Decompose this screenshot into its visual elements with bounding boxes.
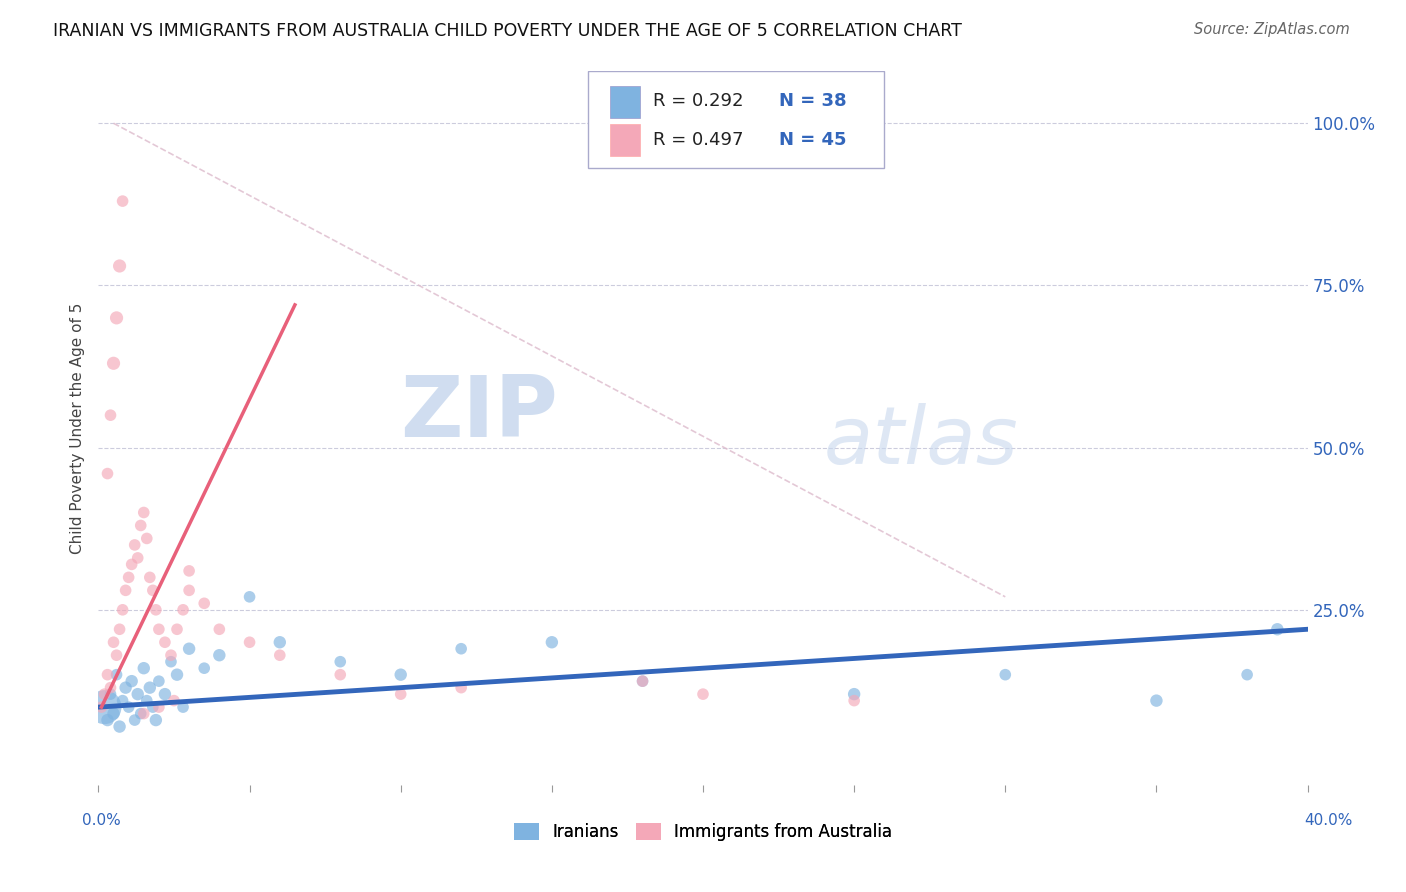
Text: 0.0%: 0.0% — [82, 814, 121, 828]
Point — [163, 693, 186, 707]
Point — [389, 687, 412, 701]
Point — [129, 518, 152, 533]
Point — [108, 259, 131, 273]
Point — [1236, 667, 1258, 681]
Point — [692, 687, 714, 701]
Point — [114, 583, 136, 598]
Point — [90, 700, 112, 714]
Point — [193, 596, 215, 610]
Point — [103, 635, 125, 649]
Point — [96, 467, 118, 481]
Point — [108, 720, 131, 734]
Point — [153, 687, 176, 701]
Point — [844, 687, 866, 701]
Point — [160, 655, 183, 669]
Point — [96, 713, 118, 727]
Point — [127, 550, 149, 565]
Point — [148, 674, 170, 689]
Point — [172, 603, 194, 617]
Text: 40.0%: 40.0% — [1305, 814, 1353, 828]
Point — [135, 532, 157, 546]
Point — [93, 700, 115, 714]
Point — [100, 681, 122, 695]
Point — [1144, 693, 1167, 707]
Point — [179, 583, 201, 598]
Point — [142, 700, 165, 714]
Point — [100, 687, 122, 701]
Point — [121, 674, 143, 689]
Point — [114, 681, 136, 695]
Point — [844, 693, 866, 707]
Point — [145, 603, 167, 617]
Point — [329, 655, 352, 669]
Point — [105, 667, 128, 681]
Point — [145, 713, 167, 727]
Point — [132, 506, 155, 520]
Point — [111, 194, 134, 208]
Point — [166, 622, 188, 636]
Point — [121, 558, 143, 572]
Point — [118, 570, 141, 584]
Legend: Iranians, Immigrants from Australia: Iranians, Immigrants from Australia — [508, 816, 898, 848]
Point — [269, 635, 291, 649]
Text: N = 38: N = 38 — [779, 93, 846, 111]
FancyBboxPatch shape — [610, 123, 640, 155]
Point — [148, 622, 170, 636]
Text: IRANIAN VS IMMIGRANTS FROM AUSTRALIA CHILD POVERTY UNDER THE AGE OF 5 CORRELATIO: IRANIAN VS IMMIGRANTS FROM AUSTRALIA CHI… — [53, 22, 962, 40]
FancyBboxPatch shape — [588, 71, 884, 168]
Point — [208, 622, 231, 636]
Point — [111, 603, 134, 617]
Point — [148, 700, 170, 714]
Point — [96, 667, 118, 681]
Point — [631, 674, 654, 689]
Point — [124, 713, 146, 727]
Point — [1267, 622, 1289, 636]
Point — [132, 706, 155, 721]
Point — [105, 310, 128, 325]
Point — [193, 661, 215, 675]
Point — [103, 356, 125, 370]
Text: R = 0.292: R = 0.292 — [654, 93, 744, 111]
Point — [100, 408, 122, 422]
Text: atlas: atlas — [824, 403, 1019, 482]
Text: ZIP: ZIP — [401, 372, 558, 456]
Point — [540, 635, 562, 649]
Point — [179, 564, 201, 578]
Point — [111, 693, 134, 707]
Point — [269, 648, 291, 663]
Point — [139, 570, 162, 584]
Point — [153, 635, 176, 649]
Point — [118, 700, 141, 714]
Point — [994, 667, 1017, 681]
Point — [166, 667, 188, 681]
Point — [127, 687, 149, 701]
Point — [450, 681, 472, 695]
Text: N = 45: N = 45 — [779, 131, 846, 149]
Point — [239, 635, 262, 649]
Point — [93, 687, 115, 701]
Point — [160, 648, 183, 663]
FancyBboxPatch shape — [610, 86, 640, 118]
Text: Source: ZipAtlas.com: Source: ZipAtlas.com — [1194, 22, 1350, 37]
Point — [108, 622, 131, 636]
Point — [172, 700, 194, 714]
Point — [179, 641, 201, 656]
Point — [124, 538, 146, 552]
Point — [208, 648, 231, 663]
Point — [135, 693, 157, 707]
Point — [389, 667, 412, 681]
Point — [239, 590, 262, 604]
Point — [329, 667, 352, 681]
Point — [105, 648, 128, 663]
Point — [631, 674, 654, 689]
Point — [103, 706, 125, 721]
Point — [132, 661, 155, 675]
Point — [139, 681, 162, 695]
Point — [142, 583, 165, 598]
Y-axis label: Child Poverty Under the Age of 5: Child Poverty Under the Age of 5 — [69, 302, 84, 554]
Text: R = 0.497: R = 0.497 — [654, 131, 744, 149]
Point — [450, 641, 472, 656]
Point — [129, 706, 152, 721]
